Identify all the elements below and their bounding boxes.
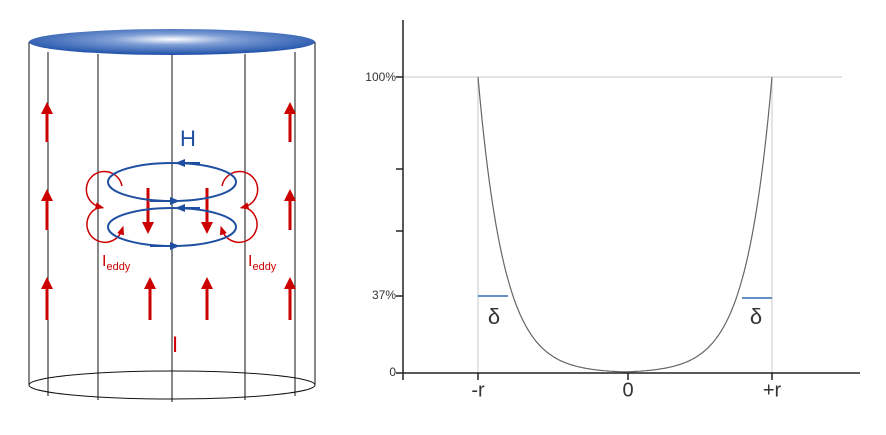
loop (221, 170, 259, 210)
density-curve (477, 76, 773, 373)
y-label: 37% (372, 288, 396, 302)
loop (85, 170, 123, 210)
current-arrows (41, 102, 296, 320)
ticks (396, 76, 773, 380)
eddy-sub: eddy (252, 261, 276, 273)
loop (220, 206, 258, 244)
eddy-label: Ieddy (248, 253, 277, 273)
eddy-label: Ieddy (102, 253, 131, 273)
h-label: H (180, 126, 196, 151)
delta-label: δ (488, 304, 500, 329)
eddy-sub: eddy (106, 261, 130, 273)
cylinder-diagram: H Ieddy Ieddy I (28, 29, 316, 402)
cylinder-top (29, 29, 315, 55)
current-label: I (172, 332, 178, 357)
eddy-loops (85, 170, 259, 244)
loop (86, 206, 124, 244)
x-label: -r (471, 379, 485, 401)
x-label: +r (763, 379, 782, 401)
delta-label: δ (750, 304, 762, 329)
density-plot: 100% 37% 0 -r 0 +r δ δ (365, 20, 860, 401)
y-label: 0 (389, 365, 396, 379)
x-label: 0 (622, 379, 633, 401)
eddy-main: I (102, 253, 106, 270)
eddy-main: I (248, 253, 252, 270)
field-loops (107, 159, 237, 250)
y-label: 100% (365, 70, 396, 84)
